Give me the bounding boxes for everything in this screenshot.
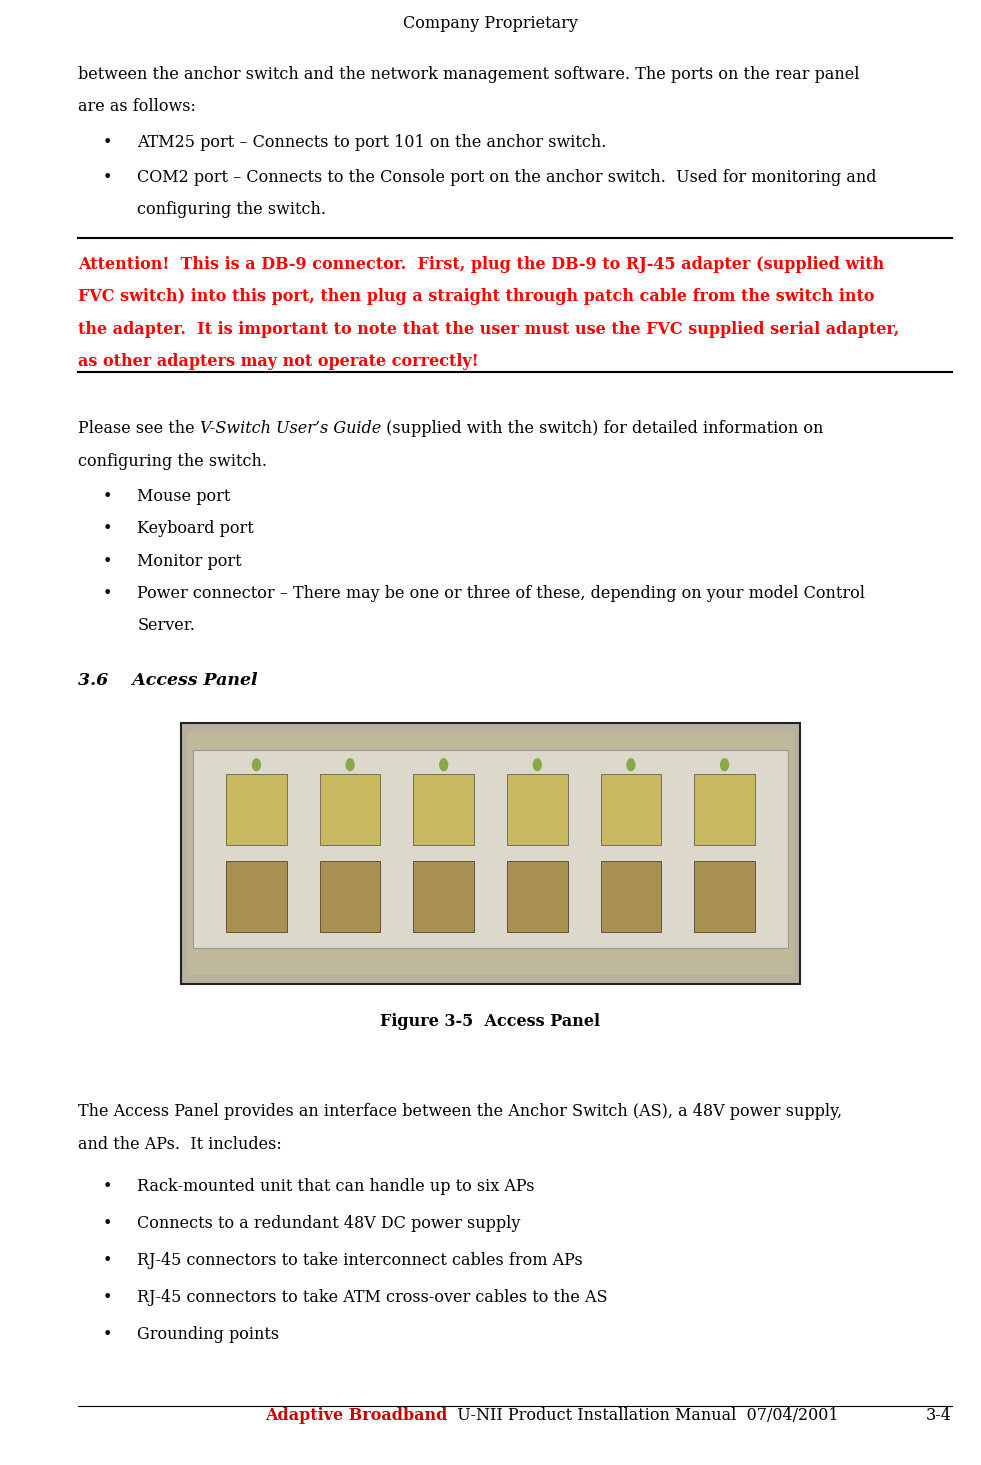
- Text: V-Switch User’s Guide: V-Switch User’s Guide: [200, 420, 382, 438]
- Text: Attention!  This is a DB-9 connector.  First, plug the DB-9 to RJ-45 adapter (su: Attention! This is a DB-9 connector. Fir…: [78, 256, 885, 272]
- Text: The Access Panel provides an interface between the Anchor Switch (AS), a 48V pow: The Access Panel provides an interface b…: [78, 1103, 843, 1121]
- Text: RJ-45 connectors to take interconnect cables from APs: RJ-45 connectors to take interconnect ca…: [137, 1251, 583, 1269]
- FancyBboxPatch shape: [226, 774, 286, 845]
- FancyBboxPatch shape: [320, 774, 381, 845]
- FancyBboxPatch shape: [695, 860, 755, 932]
- Text: Keyboard port: Keyboard port: [137, 520, 254, 538]
- Bar: [193, 750, 788, 948]
- Text: •: •: [103, 1289, 113, 1305]
- FancyBboxPatch shape: [600, 860, 661, 932]
- Text: 3.6    Access Panel: 3.6 Access Panel: [78, 672, 258, 689]
- Circle shape: [627, 759, 635, 771]
- Text: •: •: [103, 168, 113, 186]
- Text: Server.: Server.: [137, 617, 195, 634]
- Text: as other adapters may not operate correctly!: as other adapters may not operate correc…: [78, 353, 479, 369]
- Text: •: •: [103, 520, 113, 538]
- Text: RJ-45 connectors to take ATM cross-over cables to the AS: RJ-45 connectors to take ATM cross-over …: [137, 1289, 608, 1305]
- Text: Monitor port: Monitor port: [137, 552, 242, 570]
- Text: Please see the: Please see the: [78, 420, 200, 438]
- Text: between the anchor switch and the network management software. The ports on the : between the anchor switch and the networ…: [78, 66, 860, 84]
- Text: are as follows:: are as follows:: [78, 98, 196, 116]
- Text: U-NII Product Installation Manual  07/04/2001: U-NII Product Installation Manual 07/04/…: [447, 1406, 839, 1424]
- FancyBboxPatch shape: [413, 774, 474, 845]
- Text: •: •: [103, 552, 113, 570]
- Text: FVC switch) into this port, then plug a straight through patch cable from the sw: FVC switch) into this port, then plug a …: [78, 289, 875, 305]
- Circle shape: [439, 759, 447, 771]
- Text: configuring the switch.: configuring the switch.: [78, 453, 268, 470]
- Text: COM2 port – Connects to the Console port on the anchor switch.  Used for monitor: COM2 port – Connects to the Console port…: [137, 168, 877, 186]
- Text: •: •: [103, 1214, 113, 1232]
- Text: •: •: [103, 585, 113, 602]
- FancyBboxPatch shape: [413, 860, 474, 932]
- Text: Connects to a redundant 48V DC power supply: Connects to a redundant 48V DC power sup…: [137, 1214, 521, 1232]
- Circle shape: [346, 759, 354, 771]
- Text: ATM25 port – Connects to port 101 on the anchor switch.: ATM25 port – Connects to port 101 on the…: [137, 133, 606, 151]
- Text: 3-4: 3-4: [926, 1406, 952, 1424]
- FancyBboxPatch shape: [507, 860, 568, 932]
- Text: Rack-mounted unit that can handle up to six APs: Rack-mounted unit that can handle up to …: [137, 1178, 535, 1194]
- FancyBboxPatch shape: [507, 774, 568, 845]
- Text: •: •: [103, 1326, 113, 1343]
- Bar: [181, 724, 800, 984]
- Text: Mouse port: Mouse port: [137, 488, 231, 505]
- Bar: [187, 732, 794, 976]
- Text: •: •: [103, 1178, 113, 1194]
- Circle shape: [721, 759, 729, 771]
- Text: •: •: [103, 488, 113, 505]
- FancyBboxPatch shape: [226, 860, 286, 932]
- FancyBboxPatch shape: [695, 774, 755, 845]
- FancyBboxPatch shape: [320, 860, 381, 932]
- Text: Grounding points: Grounding points: [137, 1326, 280, 1343]
- Circle shape: [252, 759, 260, 771]
- Text: Power connector – There may be one or three of these, depending on your model Co: Power connector – There may be one or th…: [137, 585, 865, 602]
- Text: Company Proprietary: Company Proprietary: [403, 15, 578, 32]
- FancyBboxPatch shape: [600, 774, 661, 845]
- Text: configuring the switch.: configuring the switch.: [137, 201, 327, 218]
- Text: the adapter.  It is important to note that the user must use the FVC supplied se: the adapter. It is important to note tha…: [78, 321, 900, 337]
- Circle shape: [534, 759, 542, 771]
- Text: (supplied with the switch) for detailed information on: (supplied with the switch) for detailed …: [382, 420, 824, 438]
- Text: Adaptive Broadband: Adaptive Broadband: [265, 1406, 447, 1424]
- Text: •: •: [103, 133, 113, 151]
- Text: •: •: [103, 1251, 113, 1269]
- Text: Figure 3-5  Access Panel: Figure 3-5 Access Panel: [381, 1014, 600, 1030]
- Text: and the APs.  It includes:: and the APs. It includes:: [78, 1135, 283, 1153]
